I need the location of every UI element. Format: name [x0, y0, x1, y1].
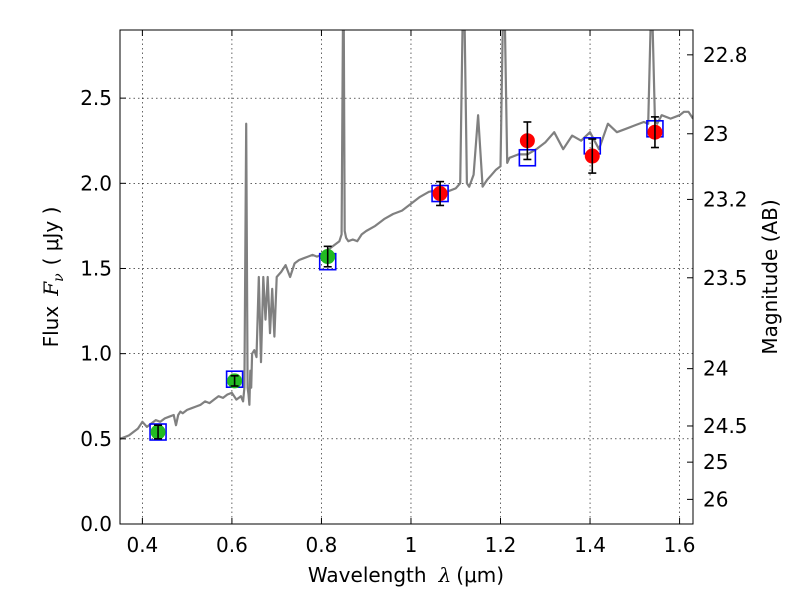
- model-photometry-layer: [149, 120, 664, 441]
- y-tick-label: 2.5: [80, 86, 112, 110]
- model-spectrum-layer: [120, 30, 693, 440]
- mag-tick-label: 23: [703, 122, 728, 146]
- mag-tick-label: 24.5: [703, 414, 748, 438]
- y-tick-label: 0.0: [80, 512, 112, 536]
- y-tick-label: 1.0: [80, 342, 112, 366]
- x-tick-label: 1.6: [664, 533, 696, 557]
- x-axis-title: Wavelength λ (μm): [308, 563, 504, 587]
- mag-tick-label: 23.5: [703, 266, 748, 290]
- grid-lines: [120, 30, 693, 525]
- mag-tick-label: 25: [703, 450, 728, 474]
- x-tick-label: 0.6: [216, 533, 248, 557]
- model-spectrum-line: [120, 30, 693, 440]
- x-tick-label: 1: [405, 533, 418, 557]
- y-tick-label: 2.0: [80, 171, 112, 195]
- observations-layer: [150, 116, 663, 440]
- y-tick-label: 0.5: [80, 427, 112, 451]
- x-tick-label: 1.2: [485, 533, 517, 557]
- x-tick-label: 1.4: [574, 533, 606, 557]
- x-tick-label: 0.8: [306, 533, 338, 557]
- mag-tick-label: 23.2: [703, 187, 748, 211]
- mag-tick-label: 26: [703, 487, 728, 511]
- plot-frame: [119, 29, 694, 525]
- y2-axis-title: Magnitude (AB): [758, 199, 782, 354]
- axis-ticks: 0.4 0.6 0.8 1 1.2 1.4 1.6 0.0 0.5 1.0 1.5 2.0 2.5 22.…: [80, 30, 748, 557]
- y-tick-label: 1.5: [80, 256, 112, 280]
- x-tick-label: 0.4: [126, 533, 158, 557]
- y-axis-title: FluxFν( μJy ): [39, 207, 67, 348]
- model-photometry-square: [149, 423, 167, 441]
- mag-tick-label: 24: [703, 357, 728, 381]
- mag-tick-label: 22.8: [703, 43, 748, 67]
